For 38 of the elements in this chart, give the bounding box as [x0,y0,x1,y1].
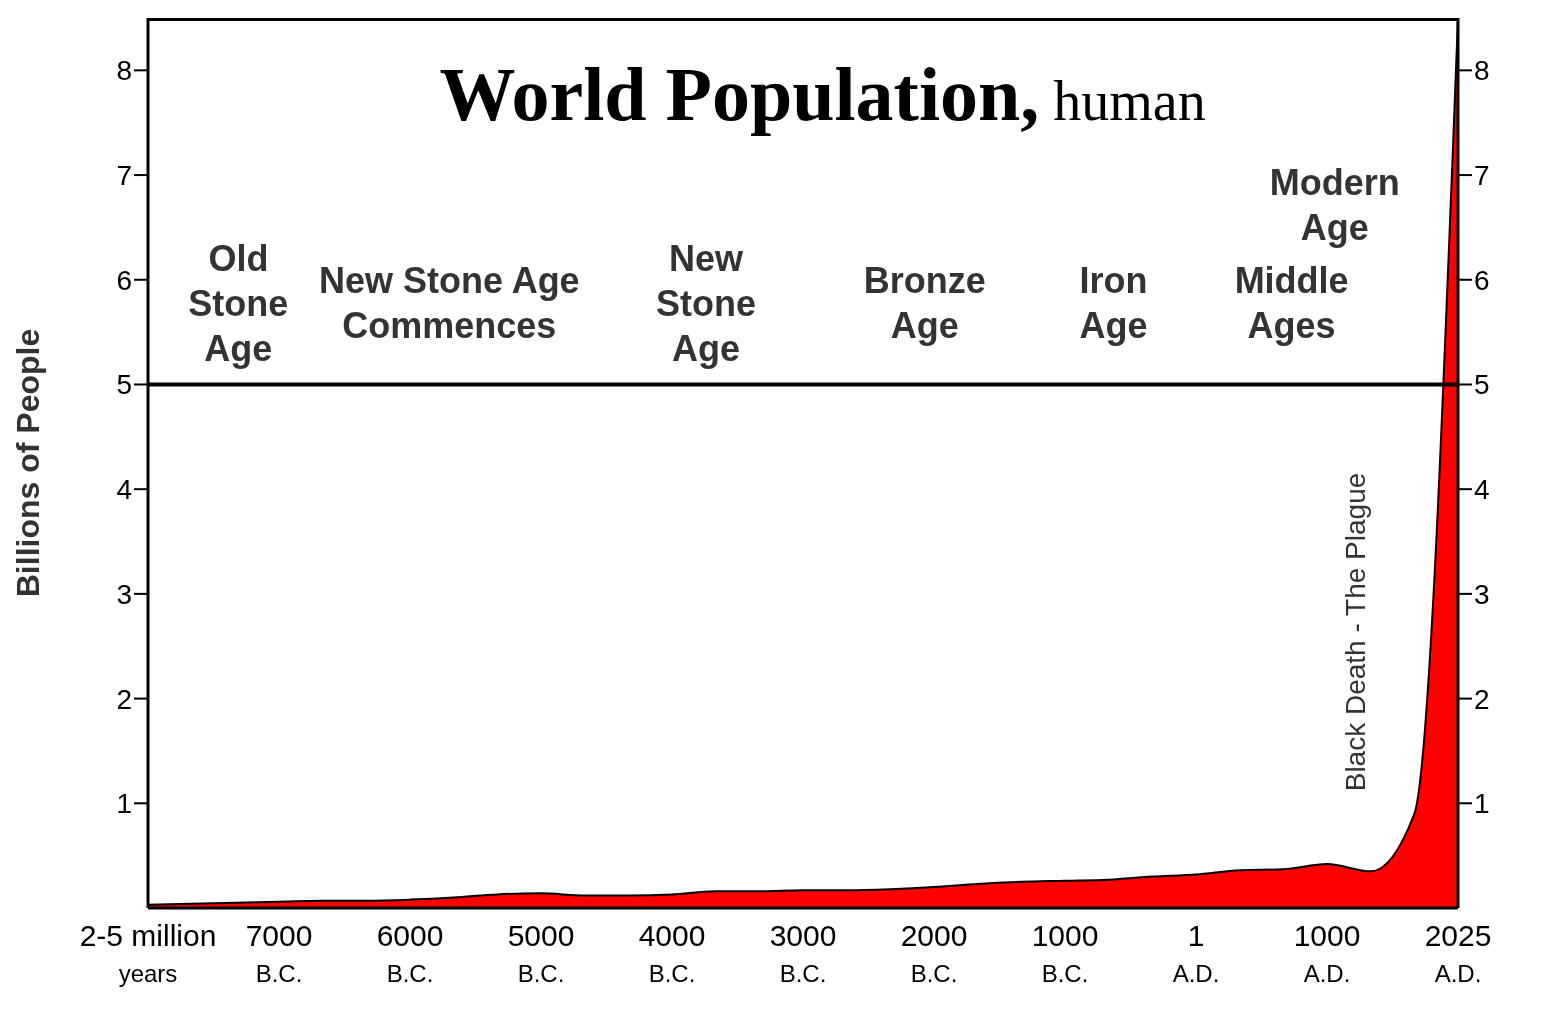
x-tick-label: 5000 B.C. [507,919,575,987]
y-tick-label: 3 [116,578,132,610]
chart-title: World Population, [439,51,1040,136]
y2-tick-label: 7 [1474,160,1490,191]
annotation: Old Stone Age [187,236,290,371]
y-tick-label: 2 [116,683,132,715]
y-tick-label: 8 [116,55,132,87]
annotation: Black Death - The Plague [1338,471,1372,794]
y2-tick-label: 3 [1474,578,1490,610]
x-tick-label: 1000 A.D. [1293,919,1361,987]
x-tick-label: 2-5 million years [79,919,217,987]
annotation: Bronze Age [862,258,987,348]
annotation: Modern Age [1268,160,1401,250]
x-tick-label: 6000 B.C. [376,919,444,987]
y-tick-label: 6 [116,264,132,296]
x-tick-label: 1 A.D. [1172,919,1220,987]
x-tick-label: 7000 B.C. [245,919,313,987]
y2-tick-label: 8 [1474,55,1490,87]
y2-tick-label: 2 [1474,683,1490,715]
annotation: Middle Ages [1233,258,1350,348]
x-tick-label: 1000 B.C. [1031,919,1099,987]
annotation: New Stone Age Commences [317,258,581,348]
annotation: Iron Age [1078,258,1149,348]
y2-tick-label: 1 [1474,788,1490,820]
x-tick-label: 3000 B.C. [769,919,837,987]
text: human [1053,69,1206,132]
y-tick-label: 7 [116,160,132,191]
x-tick-label: 2000 B.C. [900,919,968,987]
y2-tick-label: 6 [1474,264,1490,296]
x-tick-label: 4000 B.C. [638,919,706,987]
y-axis-title: Billions of People [10,328,47,598]
y-tick-label: 4 [116,474,132,506]
y-tick-label: 5 [116,369,132,401]
y-tick-label: 1 [116,788,132,820]
y2-tick-label: 4 [1474,474,1490,506]
y2-tick-label: 5 [1474,369,1490,401]
annotation: New Stone Age [655,236,758,371]
x-tick-label: 2025 A.D. [1424,919,1492,987]
